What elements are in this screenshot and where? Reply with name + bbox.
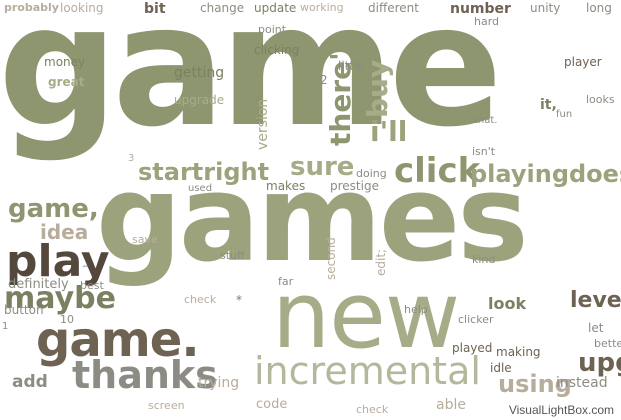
word-played: code — [256, 397, 288, 412]
word-working: different — [368, 1, 419, 15]
watermark: VisualLightBox.com — [505, 402, 617, 418]
word-code: best — [80, 279, 104, 292]
word-trying: definitely — [8, 277, 69, 292]
word-add: using — [498, 370, 572, 398]
word-that-period: that. — [474, 115, 498, 126]
word-point: clicking — [254, 43, 300, 57]
word-probably: probably — [4, 1, 59, 14]
word-able: button — [4, 303, 44, 317]
word-three: 3 — [128, 153, 135, 164]
word-playingdoes: playingdoes — [470, 160, 621, 188]
word-isnt: isn't — [472, 145, 496, 158]
word-play: play — [6, 236, 110, 287]
word-sure: sure — [290, 152, 355, 182]
word-different: number — [450, 1, 511, 17]
word-ill: i'll — [370, 115, 408, 148]
word-looking: looking — [60, 1, 104, 15]
word-change: update — [254, 1, 297, 15]
word-maybe: maybe — [4, 281, 116, 316]
word-screen: 1 — [2, 321, 9, 332]
word-looks: looks — [586, 93, 615, 106]
word-button: * — [236, 293, 242, 307]
word-game: game — [0, 0, 503, 164]
word-click: click — [394, 151, 481, 191]
word-idea: idea — [40, 220, 89, 244]
word-game-period: game. — [36, 312, 200, 368]
word-two: little — [338, 59, 365, 73]
word-check: check — [356, 403, 389, 416]
word-getting: upgrade — [174, 93, 225, 107]
word-let: idle — [490, 361, 512, 375]
word-problem: edit; — [374, 248, 388, 276]
word-fun: fun — [556, 109, 573, 120]
word-doing: doing — [356, 167, 387, 180]
word-look: level — [570, 288, 621, 313]
word-far: far — [278, 275, 294, 288]
word-definitely: 10 — [60, 313, 74, 326]
word-nice: second — [324, 237, 338, 280]
word-run: kind — [472, 253, 496, 266]
word-player: player — [564, 55, 602, 69]
word-help: better — [594, 337, 621, 350]
word-clicking: 2 — [320, 73, 328, 87]
word-used: used — [188, 183, 213, 194]
word-kind: making — [496, 345, 541, 359]
word-stuff: stuff — [220, 249, 245, 262]
word-little: getting — [174, 65, 225, 81]
word-number: unity — [530, 1, 561, 15]
word-second: clicker — [458, 313, 494, 326]
word-hard: point — [258, 23, 287, 36]
word-theres: add — [12, 372, 48, 392]
word-save: save — [132, 233, 158, 246]
word-games: games — [96, 150, 529, 289]
word-using: buy — [361, 59, 394, 118]
word-upgrades: look — [488, 294, 527, 313]
word-incremental: incremental — [254, 349, 481, 393]
word-prestige: prestige — [330, 179, 379, 193]
word-unity: long — [586, 1, 612, 15]
word-instead: screen — [148, 399, 185, 412]
word-idle: able — [436, 397, 466, 413]
word-best: check — [184, 293, 217, 306]
word-long: hard — [474, 15, 500, 28]
word-game-comma: game, — [8, 194, 99, 224]
word-one: ⌢ — [82, 261, 89, 272]
word-version: change — [200, 1, 245, 15]
word-quite: help — [404, 303, 428, 316]
word-great: great — [48, 75, 85, 89]
word-buy: upgrades — [578, 348, 621, 378]
word-upgrade: version — [255, 98, 271, 150]
word-making: trying — [198, 375, 240, 391]
word-money: money — [44, 55, 86, 69]
word-new: new — [272, 262, 460, 369]
word-makes: makes — [266, 179, 306, 193]
word-better: instead — [556, 375, 608, 391]
word-update: working — [300, 1, 344, 14]
word-level: there's — [324, 35, 357, 146]
word-edit: let — [588, 321, 604, 335]
word-it-comma: it, — [540, 97, 557, 113]
word-bit: bit — [144, 1, 166, 17]
word-clicker: played — [452, 341, 493, 355]
word-startright: startright — [138, 158, 270, 186]
word-thanks: thanks — [72, 353, 218, 397]
